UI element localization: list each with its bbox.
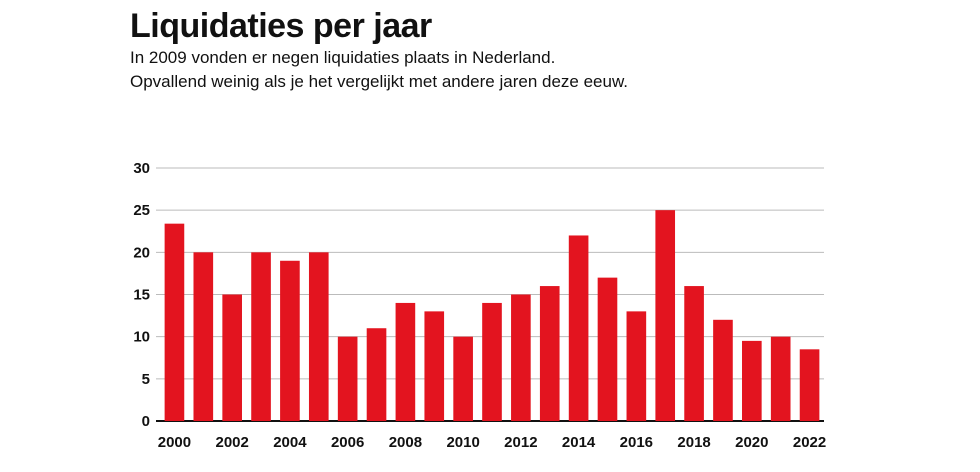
y-axis-tick-labels: 0 5 10 15 20 25 30	[133, 160, 150, 430]
bar-2022	[799, 349, 820, 421]
chart-subtitle-line-1: In 2009 vonden er negen liquidaties plaa…	[130, 48, 556, 67]
y-tick-label: 30	[133, 160, 150, 177]
bar-2014	[568, 235, 589, 421]
y-tick-label: 5	[142, 371, 150, 388]
bar-2019	[713, 319, 733, 421]
bar-2008	[395, 302, 416, 421]
bar-2017	[655, 210, 676, 421]
bar-2015	[597, 277, 618, 421]
bar-2000	[164, 223, 185, 421]
x-tick-label: 2014	[562, 434, 596, 451]
y-tick-label: 0	[142, 413, 150, 430]
x-tick-label: 2000	[158, 434, 191, 451]
chart-subtitle-line-2: Opvallend weinig als je het vergelijkt m…	[130, 72, 629, 91]
y-tick-label: 15	[133, 287, 150, 304]
x-tick-label: 2012	[504, 434, 537, 451]
bar-2001	[193, 252, 214, 421]
x-tick-label: 2022	[793, 434, 826, 451]
y-tick-label: 10	[133, 329, 150, 346]
bar-2018	[684, 286, 704, 421]
bar-2016	[626, 311, 647, 421]
bar-2004	[280, 260, 300, 421]
bar-2003	[251, 252, 271, 421]
x-tick-label: 2020	[735, 434, 768, 451]
chart-title: Liquidaties per jaar	[130, 7, 432, 45]
x-tick-label: 2002	[215, 434, 248, 451]
bar-2020	[742, 340, 762, 421]
bar-2002	[222, 294, 242, 421]
bar-2012	[511, 294, 531, 421]
bar-2007	[366, 328, 387, 421]
y-tick-label: 20	[133, 244, 150, 261]
x-tick-label: 2006	[331, 434, 364, 451]
bar-2010	[453, 336, 473, 421]
x-tick-label: 2010	[446, 434, 479, 451]
x-axis-tick-labels: 2000 2002 2004 2006 2008 2010 2012 2014 2016 2018…	[158, 434, 827, 451]
bar-2009	[424, 311, 445, 421]
x-tick-label: 2016	[620, 434, 653, 451]
bar-2011	[482, 302, 502, 421]
chart-header: Liquidaties per jaar In 2009 vonden er n…	[130, 6, 628, 94]
bars	[164, 210, 820, 421]
bar-2013	[539, 286, 560, 421]
bar-2005	[308, 252, 329, 421]
x-tick-label: 2018	[677, 434, 710, 451]
y-tick-label: 25	[133, 202, 150, 219]
x-tick-label: 2004	[273, 434, 307, 451]
bar-2006	[337, 336, 358, 421]
bar-2021	[770, 336, 791, 421]
x-tick-label: 2008	[389, 434, 422, 451]
